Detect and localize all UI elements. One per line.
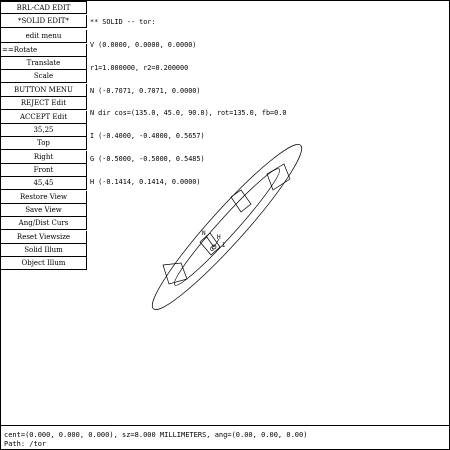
info-line-vertex: V (0.0000, 0.0000, 0.0000)	[90, 40, 197, 49]
info-line-dircos: N dir cos=(135.0, 45.0, 90.0), rot=135.0…	[90, 109, 287, 118]
menu-item-scale[interactable]: Scale	[1, 70, 87, 83]
menu-item-button-menu[interactable]: BUTTON MENU	[1, 84, 87, 97]
torus-end-box-upper	[266, 163, 291, 191]
info-line-i: I (-0.4000, -0.4000, 0.5657)	[90, 132, 205, 141]
torus-outer-ellipse	[151, 144, 303, 310]
info-line-radii: r1=1.000000, r2=0.200000	[90, 63, 189, 72]
menu-item-solid-illum[interactable]: Solid Illum	[1, 244, 87, 257]
menu-item-edit-menu[interactable]: edit menu	[1, 30, 87, 43]
torus-section-upper	[230, 189, 252, 213]
menu-item-view-front[interactable]: Front	[1, 164, 87, 177]
menu-item-translate[interactable]: Translate	[1, 57, 87, 70]
menu-item-view-35-25[interactable]: 35,25	[1, 124, 87, 137]
menu-item-rotate[interactable]: ==Rotate	[1, 44, 87, 57]
label-g: G	[210, 246, 214, 253]
torus-end-box-lower	[162, 262, 188, 285]
torus-inner-ellipse	[174, 168, 280, 286]
info-line-h: H (-0.1414, 0.1414, 0.0000)	[90, 177, 201, 186]
menu-item-ang-dist-curs[interactable]: Ang/Dist Curs	[1, 217, 87, 230]
menu-item-restore-view[interactable]: Restore View	[1, 191, 87, 204]
status-bar: cent=(0.000, 0.000, 0.000), sz=8.000 MIL…	[1, 425, 449, 450]
info-line-normal: N (-0.7071, 0.7071, 0.0000)	[90, 86, 201, 95]
solid-parameters: ** SOLID -- tor: V (0.0000, 0.0000, 0.00…	[90, 4, 286, 201]
info-line-g: G (-0.5000, -0.5000, 0.5485)	[90, 154, 205, 163]
menu-item-view-45-45[interactable]: 45,45	[1, 177, 87, 190]
menu-item-view-right[interactable]: Right	[1, 151, 87, 164]
menu-item-reset-viewsize[interactable]: Reset Viewsize	[1, 231, 87, 244]
label-n: N	[202, 230, 206, 237]
h-vector-line	[213, 238, 220, 248]
center-mark	[211, 244, 217, 250]
menu-title: BRL-CAD EDIT	[1, 1, 87, 14]
menu-item-view-top[interactable]: Top	[1, 137, 87, 150]
status-view-params: cent=(0.000, 0.000, 0.000), sz=8.000 MIL…	[4, 431, 308, 439]
torus-wireframe	[151, 144, 303, 310]
torus-section-lower	[199, 232, 221, 256]
wireframe-viewport[interactable]: N G H I	[1, 1, 449, 425]
status-path: Path: /tor	[4, 440, 47, 448]
menu-item-accept-edit[interactable]: ACCEPT Edit	[1, 111, 87, 124]
info-line-header: ** SOLID -- tor:	[90, 18, 156, 27]
label-h: H	[217, 234, 221, 241]
normal-vector-line	[205, 235, 215, 248]
menu-item-solid-edit[interactable]: *SOLID EDIT*	[1, 15, 87, 28]
menu-item-save-view[interactable]: Save View	[1, 204, 87, 217]
menu-item-object-illum[interactable]: Object Illum	[1, 257, 87, 270]
menu-item-reject-edit[interactable]: REJECT Edit	[1, 97, 87, 110]
label-i: I	[222, 242, 226, 249]
